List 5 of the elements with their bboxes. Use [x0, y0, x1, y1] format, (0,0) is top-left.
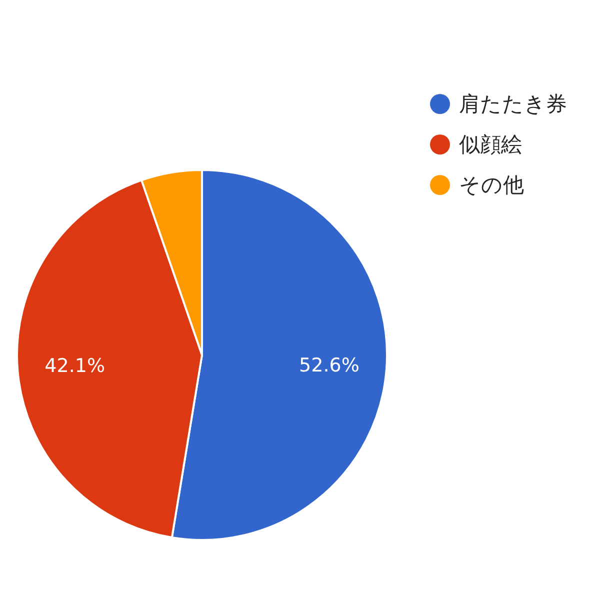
data-label: 42.1%: [44, 354, 105, 377]
legend-label: その他: [459, 173, 524, 197]
legend-label: 似顔絵: [459, 132, 522, 156]
data-label: 52.6%: [299, 354, 360, 376]
legend-label: 肩たたき券: [459, 92, 567, 116]
